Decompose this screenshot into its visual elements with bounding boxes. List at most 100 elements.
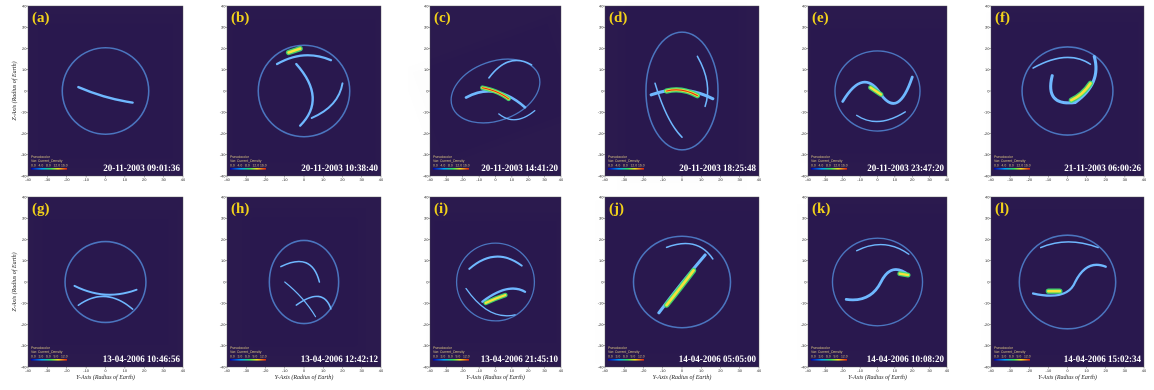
colorbar-tick: 12.0	[463, 355, 470, 359]
colorbar-tick: 3.0	[238, 355, 243, 359]
x-tick-label: -20	[840, 177, 847, 182]
panel-plot: -40-40 -30 -30 -20 -20 -10 -10 0 0 10 10 20 20 30 30 40…	[984, 194, 1146, 381]
current-density-structure	[823, 40, 932, 142]
colorbar-tick: 0.0	[433, 355, 438, 359]
y-tick-label: -40	[21, 364, 28, 369]
x-axis-title: Y-Axis (Radius of Earth)	[466, 374, 525, 381]
legend-title: Pseudocolor	[994, 155, 1014, 159]
x-tick-label: 20	[142, 177, 147, 182]
x-tick-label: -20	[641, 177, 648, 182]
y-tick-label: 40	[985, 3, 990, 8]
y-tick-label: 40	[424, 194, 429, 199]
y-tick-label: -10	[984, 110, 991, 115]
y-axis-title: Z-Axis (Radius of Earth)	[11, 61, 18, 120]
y-tick-label: -40	[801, 364, 808, 369]
panel-label: (c)	[434, 10, 451, 26]
legend-variable: Var: Current_Density	[230, 350, 262, 354]
current-density-structure	[1010, 35, 1125, 147]
y-tick-label: 40	[424, 3, 429, 8]
legend-variable: Var: Current_Density	[608, 350, 640, 354]
y-tick-label: -30	[801, 343, 808, 348]
x-tick-label: 40	[379, 368, 383, 373]
x-tick-label: -40	[427, 368, 434, 373]
panel-label: (j)	[609, 201, 624, 217]
colorbar-tick: 9.0	[456, 355, 461, 359]
y-tick-label: 10	[221, 67, 226, 72]
colorbar-tick: 9.0	[1017, 355, 1022, 359]
colorbar-tick: 12.0	[631, 164, 638, 168]
panel-label: (e)	[812, 10, 829, 26]
plot-area	[227, 197, 381, 367]
colorbar-tick: 0.0	[433, 164, 438, 168]
current-density-structure	[1007, 223, 1128, 341]
colorbar-tick: 0.0	[230, 355, 235, 359]
x-tick-label: 40	[1142, 368, 1146, 373]
y-tick-label: -40	[21, 173, 28, 178]
x-tick-label: -10	[476, 368, 483, 373]
legend-title: Pseudocolor	[811, 346, 831, 350]
timestamp-label: 13-04-2006 21:45:10	[481, 354, 559, 364]
y-tick-label: -10	[423, 110, 430, 115]
colorbar	[608, 359, 644, 361]
colorbar-tick: 9.0	[54, 355, 59, 359]
y-tick-label: -20	[220, 131, 227, 136]
y-tick-label: 40	[599, 3, 604, 8]
panel-j: -40 -40 -30 -30 -20 -20 -10 -10 0 0 10 10 20 20 30 30 40…	[583, 193, 761, 381]
colorbar-tick: 12.0	[834, 164, 841, 168]
colorbar-tick: 0.0	[811, 164, 816, 168]
y-tick-label: 20	[599, 237, 604, 242]
x-tick-label: 30	[738, 368, 743, 373]
panel-b: -40 -40 -30 -30 -20 -20 -10 -10 0 0 10 10 20 20 30 30 40…	[205, 2, 383, 190]
y-tick-label: 0	[24, 88, 27, 93]
colorbar-tick: 0.0	[31, 355, 36, 359]
x-axis-title: Y-Axis (Radius of Earth)	[1038, 374, 1097, 381]
y-tick-label: 20	[221, 46, 226, 51]
colorbar-tick: 6.0	[46, 355, 51, 359]
colorbar-tick: 12.0	[638, 355, 645, 359]
y-tick-label: -40	[423, 364, 430, 369]
x-axis-title: Y-Axis (Radius of Earth)	[848, 374, 907, 381]
y-tick-label: 20	[22, 237, 27, 242]
y-tick-label: -10	[801, 110, 808, 115]
x-tick-label: 10	[123, 368, 128, 373]
x-tick-label: -30	[443, 368, 450, 373]
colorbar-tick: 16.0	[463, 164, 470, 168]
panel-label: (g)	[32, 201, 50, 217]
colorbar-tick: 0.0	[31, 164, 36, 168]
legend-title: Pseudocolor	[230, 155, 250, 159]
y-tick-label: 30	[22, 25, 27, 30]
legend-variable: Var: Current_Density	[811, 350, 843, 354]
y-tick-label: -20	[423, 322, 430, 327]
y-tick-label: 40	[802, 3, 807, 8]
x-tick-label: 0	[876, 368, 879, 373]
legend-variable: Var: Current_Density	[230, 159, 262, 163]
x-tick-label: -30	[621, 177, 628, 182]
y-tick-label: 40	[221, 194, 226, 199]
legend-variable: Var: Current_Density	[608, 159, 640, 163]
colorbar-tick: 12.0	[1024, 355, 1031, 359]
panel-plot: -40-40 -30 -30 -20 -20 -10 -10 0 0 10 10 20 20 30 30 40…	[423, 3, 563, 182]
panel-plot: -40-40 -30 -30 -20 -20 -10 -10 0 0 10 10 20 20 30 30 40…	[220, 3, 383, 182]
y-tick-label: 30	[802, 25, 807, 30]
y-tick-label: -20	[598, 131, 605, 136]
x-tick-label: 40	[181, 177, 185, 182]
panel-l: -40 -40 -30 -30 -20 -20 -10 -10 0 0 10 10 20 20 30 30 40…	[969, 193, 1146, 381]
colorbar-tick: 0.0	[608, 355, 613, 359]
colorbar-tick: 0.0	[994, 355, 999, 359]
colorbar	[608, 168, 644, 170]
y-tick-label: 30	[221, 25, 226, 30]
timestamp-label: 14-04-2006 05:05:00	[679, 354, 757, 364]
x-tick-label: -20	[263, 368, 270, 373]
panel-plot: -40-40 -30 -30 -20 -20 -10 -10 0 0 10 10 20 20 30 30 40…	[423, 194, 563, 381]
x-tick-label: 10	[321, 368, 326, 373]
x-tick-label: 0	[494, 368, 497, 373]
panel-label: (l)	[995, 201, 1009, 217]
x-tick-label: 40	[757, 177, 761, 182]
x-tick-label: 10	[699, 177, 704, 182]
x-tick-label: -20	[263, 177, 270, 182]
y-tick-label: 0	[987, 279, 990, 284]
x-tick-label: 10	[123, 177, 128, 182]
y-tick-label: -10	[598, 301, 605, 306]
x-tick-label: -10	[83, 177, 90, 182]
panel-plot: -40-40 -30 -30 -20 -20 -10 -10 0 0 10 10 20 20 30 30 40…	[11, 194, 185, 381]
